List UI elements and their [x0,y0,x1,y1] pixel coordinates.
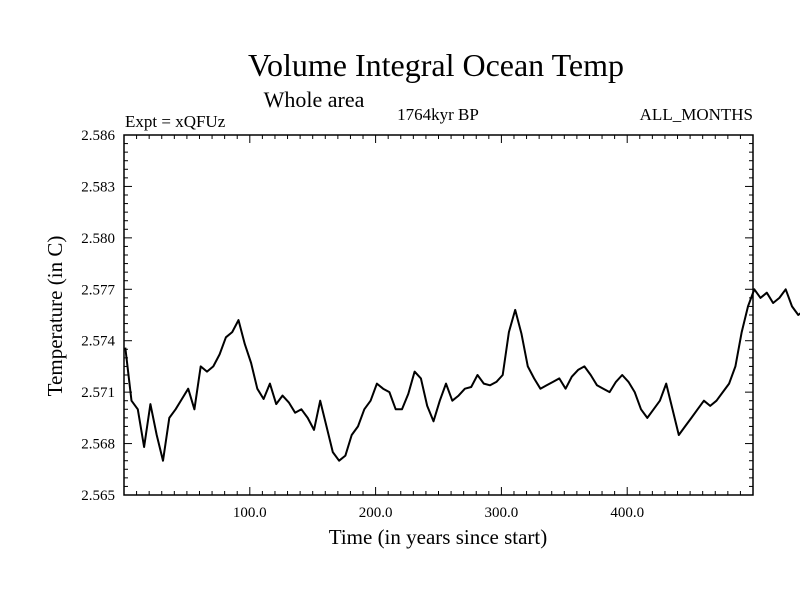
y-tick-label: 2.574 [81,334,115,350]
y-tick-label: 2.568 [81,437,115,453]
plot-frame [123,134,754,496]
series-line [124,288,800,462]
chart-subtitle: Whole area [264,87,365,112]
y-tick-label: 2.571 [81,385,115,401]
y-tick-label: 2.580 [81,231,115,247]
x-axis-label: Time (in years since start) [329,525,548,549]
y-tick-label: 2.577 [81,282,115,298]
series-layer [124,288,800,462]
x-tick-label: 200.0 [359,505,393,521]
experiment-label: Expt = xQFUz [125,112,226,131]
x-tick-label: 400.0 [610,505,644,521]
ticks-layer: 100.0 200.0 300.0 400.0 2.565 2.568 2.571 2.574… [81,128,753,521]
period-label: 1764kyr BP [397,105,479,124]
y-axis-label: Temperature (in C) [43,236,67,397]
chart-title: Volume Integral Ocean Temp [248,47,624,83]
y-tick-label: 2.583 [81,179,115,195]
x-tick-label: 300.0 [485,505,519,521]
x-tick-label: 100.0 [233,505,267,521]
y-tick-label: 2.586 [81,128,115,144]
months-label: ALL_MONTHS [640,105,753,124]
y-tick-label: 2.565 [81,488,115,504]
